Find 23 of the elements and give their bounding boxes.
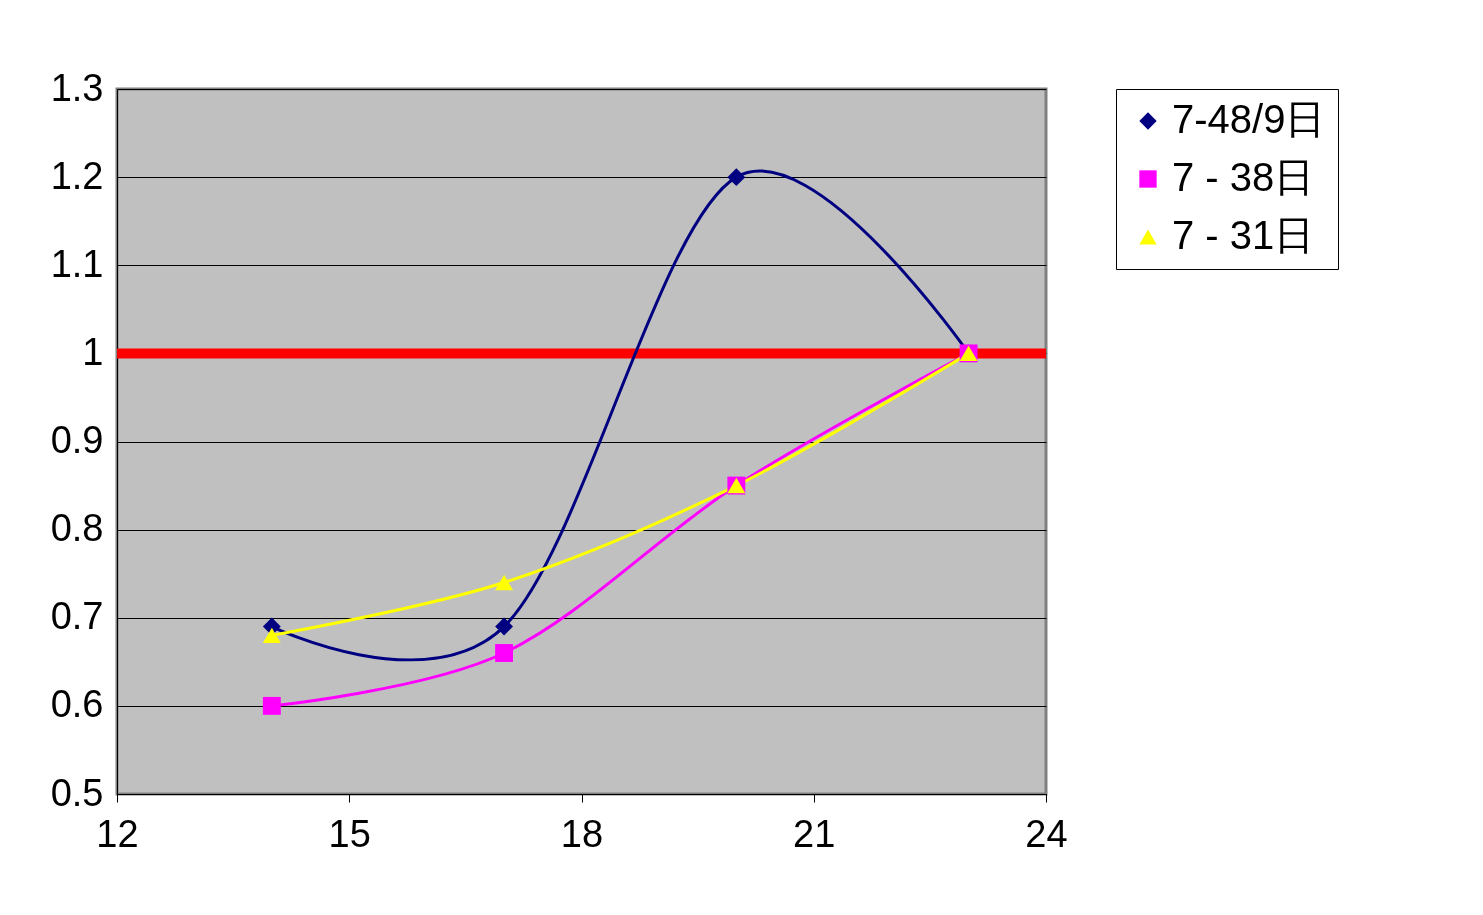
y-tick-label: 1.3 (50, 66, 104, 109)
y-tick-label: 0.9 (50, 419, 104, 461)
y-tick-label: 0.8 (50, 507, 104, 550)
x-tick-label: 18 (560, 812, 604, 855)
legend-label: 7 - 31日 (1172, 213, 1315, 257)
y-tick-label: 1.2 (50, 154, 104, 197)
point (495, 617, 514, 636)
point (727, 168, 746, 187)
legend-label: 7-48/9日 (1172, 97, 1326, 141)
y-tick-label: 1.1 (50, 242, 104, 285)
x-tick-label: 24 (1025, 812, 1068, 855)
y-tick-label: 0.5 (50, 771, 104, 814)
point (262, 627, 281, 644)
point (262, 696, 281, 715)
x-tick-label: 21 (793, 812, 836, 855)
x-tick-label: 12 (96, 812, 139, 855)
y-tick-label: 0.6 (50, 683, 104, 726)
point (495, 644, 514, 662)
y-tick-label: 1 (82, 330, 104, 373)
x-tick-label: 15 (328, 812, 371, 855)
legend-label: 7 - 38日 (1172, 155, 1315, 199)
point (495, 574, 514, 591)
y-tick-label: 0.7 (50, 595, 104, 638)
